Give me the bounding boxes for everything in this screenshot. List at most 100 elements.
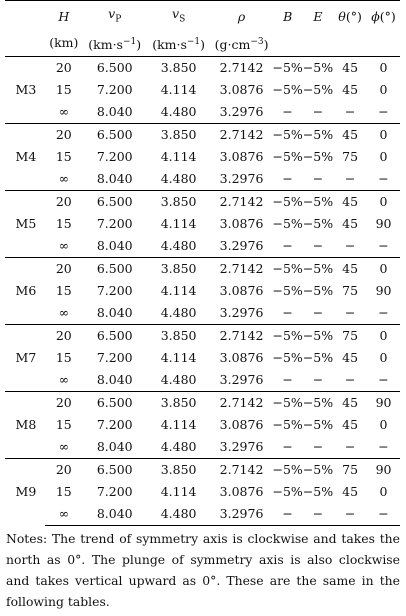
table-cell: 0	[367, 122, 400, 146]
table-row: ∞ 8.040 4.480 3.2976− − − −	[5, 502, 400, 526]
table-cell: 8.040	[96, 103, 133, 119]
table-cell: −5%	[272, 81, 303, 97]
table-cell: 3.0876	[219, 483, 264, 499]
table-cell: 20	[44, 55, 83, 79]
table-cell: −5%	[272, 215, 303, 231]
table-cell: 2.7142	[210, 256, 273, 280]
table-cell: −	[378, 371, 389, 387]
header-unit-km: (km)	[49, 35, 79, 51]
model-group-m8: M8 20 6.500 3.850 2.7142 −5% −5% 45 90 15 7.200 4.1…	[5, 390, 400, 459]
table-cell: −5%	[302, 483, 334, 499]
table-cell: 3.2976	[219, 371, 264, 387]
table-row: 15 7.200 4.114 3.0876 −5% −5% 45 90	[5, 213, 400, 235]
table-cell: −	[333, 502, 368, 526]
table-cell: 20	[44, 189, 83, 213]
model-label: M7	[5, 323, 45, 392]
table-cell: −5%	[302, 349, 334, 365]
header-row-1: H vP vS ρ B E θ(°) ϕ(°)	[5, 1, 400, 31]
table-header: H vP vS ρ B E θ(°) ϕ(°) (km) (km·s−1) (k…	[5, 0, 400, 57]
table-cell: −	[344, 237, 356, 253]
table-cell: 20	[44, 122, 83, 146]
table-cell: −	[378, 438, 389, 454]
table-row: 15 7.200 4.114 3.0876 −5% −5% 45 0	[5, 347, 400, 369]
table-cell: 45	[333, 55, 368, 79]
table-cell: 45	[333, 256, 368, 280]
table-row: 15 7.200 4.114 3.0876 −5% −5% 75 90	[5, 280, 400, 302]
table-cell: 3.850	[146, 122, 211, 146]
table-row: M8 20 6.500 3.850 2.7142 −5% −5% 45 90	[5, 390, 400, 459]
table-cell: 7.200	[96, 483, 133, 499]
table-cell: −	[378, 103, 389, 119]
model-group-m3: M3 20 6.500 3.850 2.7142 −5% −5% 45 0 15 7.200 4.11…	[5, 55, 400, 124]
table-cell: 0	[379, 148, 388, 164]
table-cell: 3.850	[146, 457, 211, 481]
table-row: ∞ 8.040 4.480 3.2976− − − −	[5, 168, 400, 191]
table-cell: ∞	[58, 304, 70, 320]
header-unit-vp: (km·s−1)	[88, 36, 142, 52]
table-cell: 2.7142	[210, 390, 273, 414]
table-row: 15 7.200 4.114 3.0876 −5% −5% 45 0	[5, 481, 400, 503]
table-cell: −	[378, 237, 389, 253]
table-cell: −	[344, 103, 356, 119]
table-row: M6 20 6.500 3.850 2.7142 −5% −5% 45 0	[5, 256, 400, 325]
header-model	[5, 1, 45, 31]
table-cell: −	[312, 170, 324, 186]
table-cell: 0	[367, 55, 400, 79]
table-cell: 2.7142	[210, 189, 273, 213]
table-cell: 4.480	[160, 371, 197, 387]
model-group-m7: M7 20 6.500 3.850 2.7142 −5% −5% 75 0 15 7.200 4.11…	[5, 323, 400, 392]
table-cell: −	[312, 304, 324, 320]
model-group-m9: M9 20 6.500 3.850 2.7142 −5% −5% 75 90 15 7.200 4.1…	[5, 457, 400, 526]
table-cell: −5%	[272, 349, 303, 365]
table-cell: 75	[333, 323, 368, 347]
table-cell: −	[344, 371, 356, 387]
header-units-blank	[5, 31, 45, 57]
table-cell: 4.480	[160, 237, 197, 253]
table-cell: 45	[342, 349, 359, 365]
table-cell: ∞	[44, 502, 83, 526]
table-cell: 8.040	[96, 371, 133, 387]
table-cell: −	[367, 502, 400, 526]
table-cell: 3.2976	[219, 304, 264, 320]
model-group-m5: M5 20 6.500 3.850 2.7142 −5% −5% 45 0 15 7.200 4.11…	[5, 189, 400, 258]
table-cell: −5%	[272, 122, 303, 146]
header-e: E	[313, 8, 323, 24]
table-cell: −5%	[272, 256, 303, 280]
table-cell: 3.850	[146, 323, 211, 347]
header-density: ρ	[237, 8, 246, 24]
header-thickness: H	[58, 8, 70, 24]
table-cell: 4.114	[160, 81, 197, 97]
table-cell: −	[282, 170, 293, 186]
model-label: M8	[5, 390, 45, 459]
table-cell: 6.500	[82, 55, 147, 79]
table-cell: 3.2976	[219, 103, 264, 119]
table-cell: 6.500	[82, 390, 147, 414]
table-cell: 90	[367, 390, 400, 414]
table-cell: 90	[375, 282, 392, 298]
table-cell: 45	[342, 483, 359, 499]
table-cell: ∞	[58, 237, 70, 253]
table-cell: −5%	[302, 122, 334, 146]
table-cell: ∞	[58, 170, 70, 186]
table-cell: −	[378, 304, 389, 320]
header-b: B	[283, 8, 293, 24]
model-label: M4	[5, 122, 45, 191]
table-cell: 15	[55, 282, 72, 298]
table-row: M5 20 6.500 3.850 2.7142 −5% −5% 45 0	[5, 189, 400, 258]
table-cell: −5%	[302, 256, 334, 280]
table-cell: 4.114	[160, 483, 197, 499]
table-cell: −	[312, 438, 324, 454]
model-label: M6	[5, 256, 45, 325]
table-row: M7 20 6.500 3.850 2.7142 −5% −5% 75 0	[5, 323, 400, 392]
model-label: M9	[5, 457, 45, 526]
table-cell: 6.500	[82, 457, 147, 481]
table-cell: −5%	[272, 189, 303, 213]
table-cell: 90	[367, 457, 400, 481]
table-cell: 0	[367, 256, 400, 280]
table-cell: ∞	[58, 371, 70, 387]
header-unit-vs: (km·s−1)	[152, 36, 206, 52]
table-cell: −	[282, 304, 293, 320]
table-cell: 2.7142	[210, 323, 273, 347]
table-cell: −	[344, 170, 356, 186]
